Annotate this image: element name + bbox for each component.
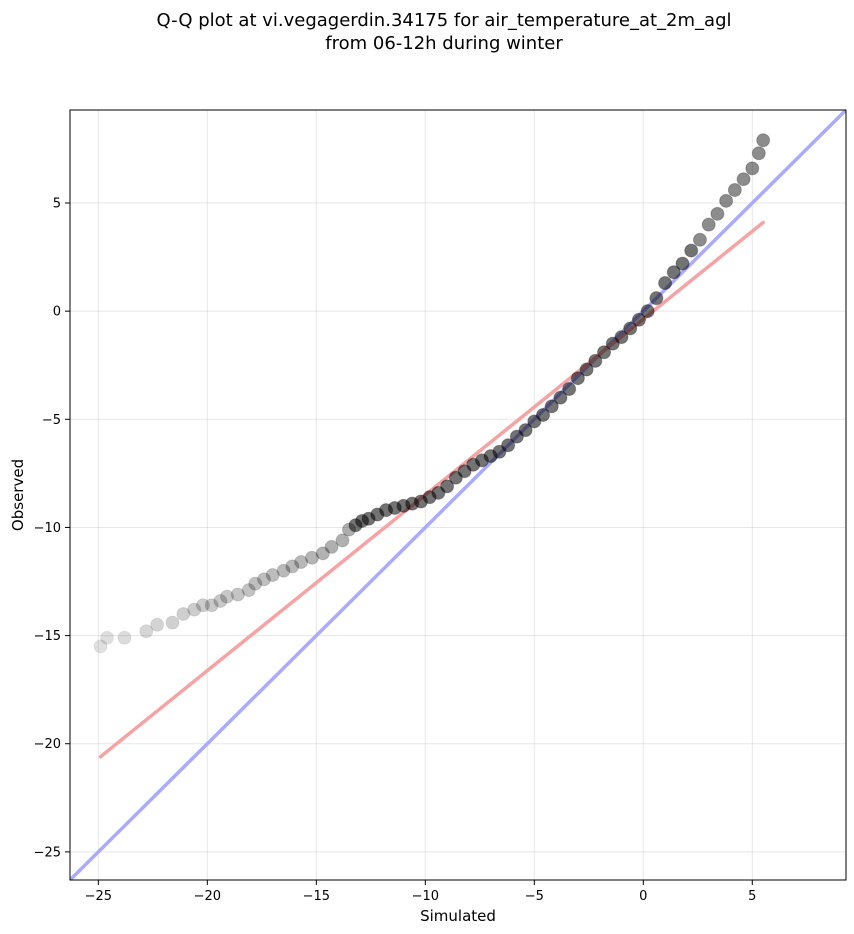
x-tick-label: 0 [639, 889, 647, 904]
qq-point [692, 232, 707, 247]
qq-point [324, 539, 339, 554]
reference-lines [70, 110, 846, 880]
qq-point [93, 639, 108, 654]
grid-lines [70, 110, 846, 880]
qq-point [666, 265, 681, 280]
qq-point [745, 161, 760, 176]
qq-point [614, 330, 629, 345]
qq-point [623, 321, 638, 336]
y-tick-label: 0 [53, 305, 61, 320]
qq-point [100, 630, 115, 645]
qq-point [597, 345, 612, 360]
qq-point [230, 587, 245, 602]
axis-ticks: −25 −20 −15 −10 −5 0 5 −25 −20 −15 −10 −5 0 5 [34, 197, 757, 904]
qq-point [241, 583, 256, 598]
y-axis-label: Observed [9, 459, 27, 531]
chart-title-line1: Q-Q plot at vi.vegagerdin.34175 for air_… [157, 10, 732, 31]
x-tick-label: −5 [525, 889, 544, 904]
y-tick-label: −25 [34, 845, 61, 860]
qq-point [544, 399, 559, 414]
qq-point [562, 382, 577, 397]
x-tick-label: −15 [303, 889, 330, 904]
fit-reference-line [98, 220, 765, 759]
y-tick-label: −20 [34, 737, 61, 752]
qq-point [219, 589, 234, 604]
x-axis-label: Simulated [420, 907, 496, 925]
qq-point [213, 593, 228, 608]
x-tick-label: −20 [194, 889, 221, 904]
y-tick-label: −10 [34, 521, 61, 536]
identity-reference-line [70, 110, 846, 880]
qq-point [751, 146, 766, 161]
qq-point [440, 479, 455, 494]
qq-point [150, 617, 165, 632]
qq-point [588, 353, 603, 368]
qq-point [195, 598, 210, 613]
chart-title-line2: from 06-12h during winter [325, 33, 563, 54]
qq-point [684, 243, 699, 258]
qq-point [304, 550, 319, 565]
x-tick-label: −10 [412, 889, 439, 904]
qq-point [204, 598, 219, 613]
qq-point [675, 256, 690, 271]
qq-point [165, 615, 180, 630]
qq-point [579, 362, 594, 377]
qq-point [285, 559, 300, 574]
qq-point [139, 624, 154, 639]
qq-point [265, 568, 280, 583]
qq-point [658, 276, 673, 291]
qq-point [176, 606, 191, 621]
qq-point [649, 291, 664, 306]
qq-point [276, 563, 291, 578]
qq-point [501, 438, 516, 453]
qq-point [736, 172, 751, 187]
y-tick-label: −5 [42, 413, 61, 428]
qq-point [117, 630, 132, 645]
y-tick-label: 5 [53, 197, 61, 212]
x-tick-label: 5 [748, 889, 756, 904]
qq-point [248, 576, 263, 591]
y-tick-label: −15 [34, 629, 61, 644]
qq-point [187, 602, 202, 617]
qq-point [719, 193, 734, 208]
qq-point [631, 312, 646, 327]
qq-point [294, 555, 309, 570]
qq-point [553, 390, 568, 405]
plot-frame [69, 109, 847, 881]
qq-point [335, 533, 350, 548]
qq-point [710, 206, 725, 221]
qq-point [756, 133, 771, 148]
qq-point [727, 183, 742, 198]
x-tick-label: −25 [85, 889, 112, 904]
qq-point [701, 217, 716, 232]
qq-point [315, 546, 330, 561]
data-points [93, 133, 771, 654]
qq-point [257, 572, 271, 587]
qq-point [536, 407, 551, 422]
qq-point [640, 304, 655, 319]
qq-point [570, 371, 585, 386]
qq-point [518, 423, 533, 438]
